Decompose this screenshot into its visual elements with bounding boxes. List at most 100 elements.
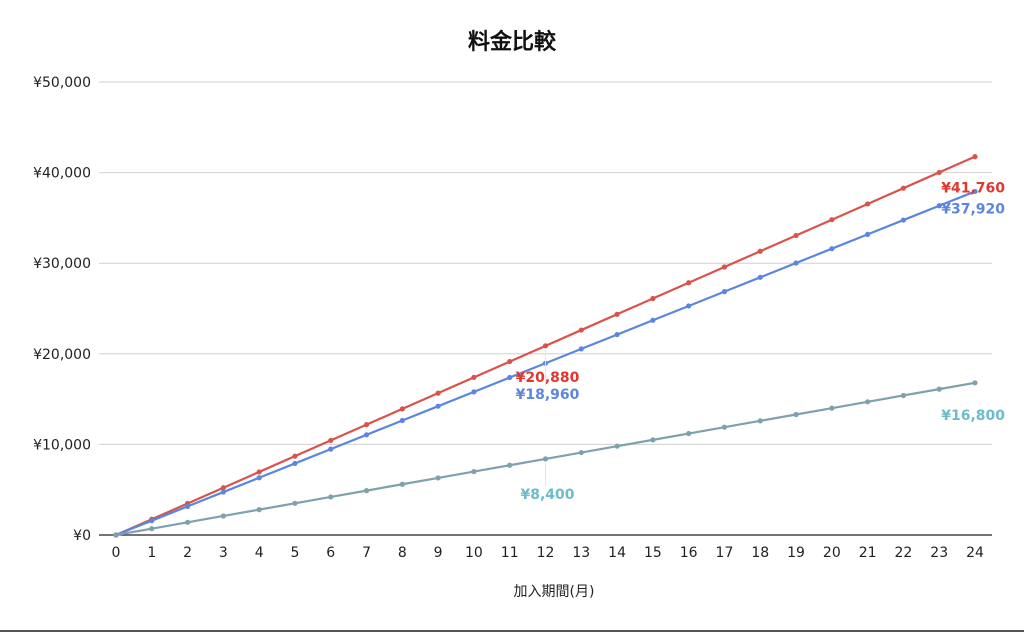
data-label: ¥16,800 (941, 408, 1005, 424)
data-point (614, 443, 620, 449)
data-point (578, 327, 584, 333)
data-point (578, 449, 584, 456)
x-tick-label: 24 (966, 545, 984, 561)
x-axis-ticks: 0 1 2 3 4 5 6 7 8 9 10 11 12 13 14 15 16 17 18 19 20 21 22 23 24 (112, 545, 984, 561)
x-tick-label: 11 (501, 545, 519, 561)
x-tick-label: 18 (751, 545, 769, 561)
data-point (972, 380, 978, 386)
x-tick-label: 8 (398, 545, 407, 561)
data-point (471, 389, 477, 395)
data-point (149, 526, 155, 532)
data-point (721, 264, 728, 270)
data-point (865, 201, 871, 207)
data-point (256, 507, 262, 513)
data-point (900, 392, 907, 399)
series-1 (113, 154, 978, 538)
data-point (328, 446, 334, 452)
data-point (614, 331, 620, 338)
data-point (363, 488, 370, 494)
data-point (542, 343, 549, 349)
data-point (686, 303, 692, 309)
data-point (435, 390, 441, 396)
y-tick-label: ¥0 (73, 528, 91, 544)
data-point (256, 469, 262, 475)
data-point (435, 475, 441, 481)
data-point (220, 485, 226, 491)
bottom-border (0, 630, 1024, 632)
x-tick-label: 20 (823, 545, 841, 561)
data-point (399, 417, 405, 424)
data-point (149, 518, 155, 524)
x-tick-label: 19 (787, 545, 805, 561)
data-point (650, 295, 656, 302)
data-point (220, 489, 226, 495)
data-point (435, 403, 441, 409)
x-tick-label: 10 (465, 545, 483, 561)
data-point (793, 232, 799, 239)
x-tick-label: 2 (183, 545, 192, 561)
data-point (614, 311, 620, 317)
data-point (900, 217, 907, 223)
x-tick-label: 4 (255, 545, 264, 561)
data-point (721, 424, 728, 430)
data-point (328, 494, 334, 500)
x-tick-label: 21 (859, 545, 877, 561)
data-point (184, 519, 191, 525)
data-point (578, 346, 584, 352)
data-point (542, 456, 549, 462)
x-tick-label: 13 (572, 545, 590, 561)
x-axis-title: 加入期間(月) (514, 584, 595, 600)
data-point (363, 422, 370, 428)
x-tick-label: 5 (290, 545, 299, 561)
data-point (507, 462, 513, 468)
x-tick-label: 0 (112, 545, 121, 561)
data-point (757, 274, 763, 280)
x-tick-label: 3 (219, 545, 228, 561)
x-tick-label: 16 (680, 545, 698, 561)
data-point (829, 246, 835, 252)
data-point (936, 203, 942, 209)
data-point (793, 260, 799, 266)
data-point (292, 453, 298, 459)
data-point (471, 374, 477, 380)
data-point (650, 317, 656, 323)
data-point (507, 358, 513, 365)
data-point (721, 289, 728, 295)
data-label: ¥41,760 (941, 181, 1005, 197)
data-point (829, 405, 835, 411)
data-point (507, 374, 513, 381)
chart-title: 料金比較 (468, 29, 557, 55)
y-tick-label: ¥30,000 (33, 256, 91, 272)
series-3 (113, 380, 978, 538)
data-point (936, 169, 942, 176)
data-label: ¥20,880 (516, 370, 580, 386)
x-tick-label: 23 (930, 545, 948, 561)
y-tick-label: ¥40,000 (33, 166, 91, 182)
x-tick-label: 6 (326, 545, 335, 561)
data-label: ¥37,920 (941, 201, 1005, 217)
data-point (363, 432, 370, 438)
data-point (757, 418, 763, 424)
data-point (399, 481, 405, 487)
y-tick-label: ¥20,000 (33, 347, 91, 363)
y-axis-ticks: ¥0 ¥10,000 ¥20,000 ¥30,000 ¥40,000 ¥50,000 (33, 75, 91, 544)
data-point (972, 154, 978, 160)
x-tick-label: 1 (147, 545, 156, 561)
x-tick-label: 7 (362, 545, 371, 561)
x-tick-label: 22 (895, 545, 913, 561)
data-label: ¥8,400 (520, 487, 574, 503)
data-point (757, 248, 763, 254)
data-point (650, 437, 656, 443)
data-point (328, 437, 334, 444)
y-tick-label: ¥10,000 (33, 437, 91, 453)
data-point (220, 513, 226, 519)
data-point (793, 411, 799, 418)
x-tick-label: 14 (608, 545, 626, 561)
data-point (292, 500, 298, 506)
data-point (292, 460, 298, 467)
data-point (256, 475, 262, 481)
data-point (471, 468, 477, 475)
y-tick-label: ¥50,000 (33, 75, 91, 91)
